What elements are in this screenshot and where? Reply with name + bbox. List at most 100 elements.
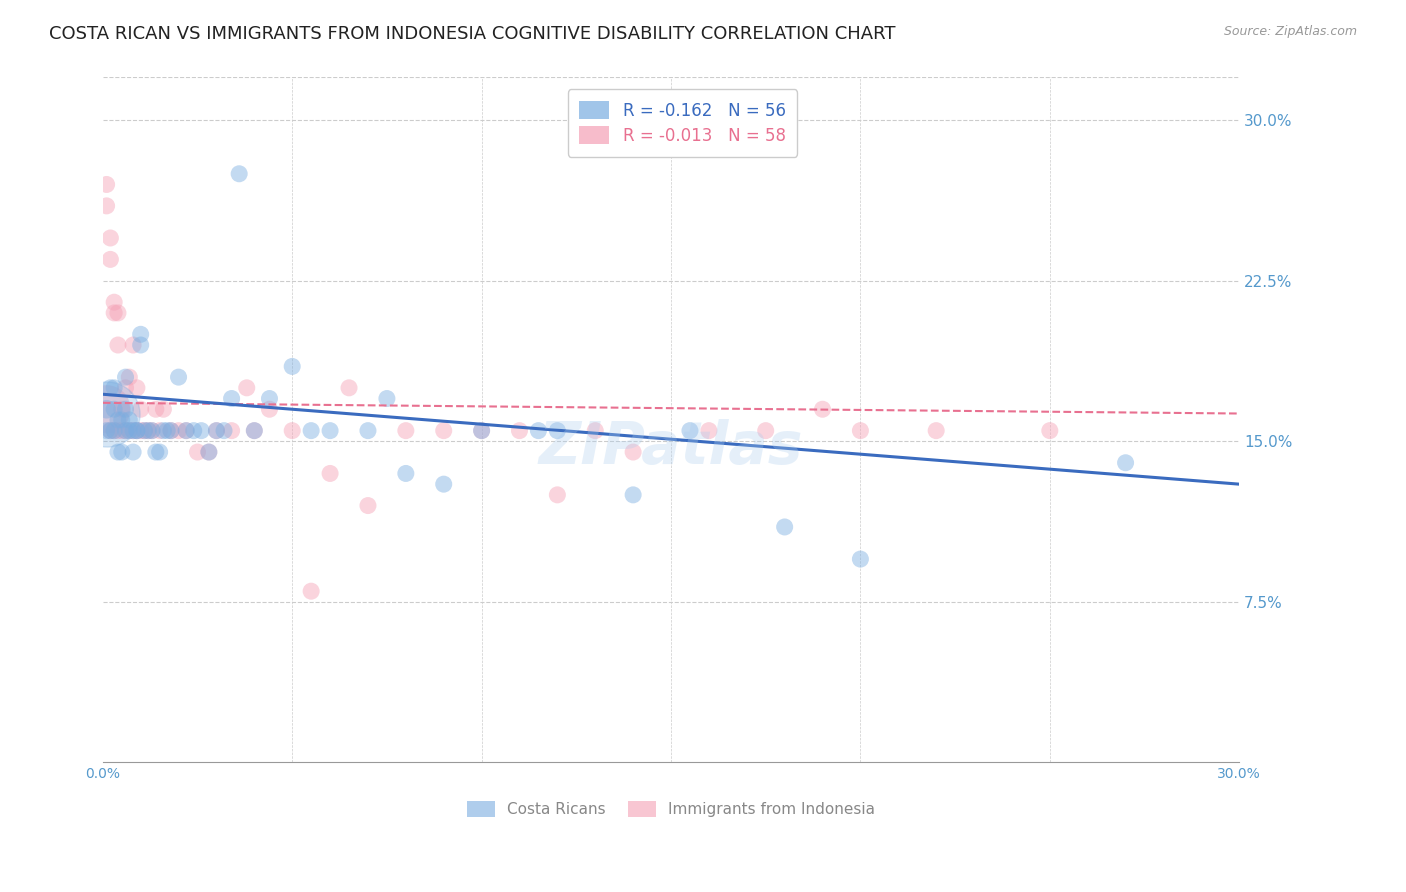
Point [395,424,418,438]
Point [103,424,125,438]
Point [811,402,834,417]
Point [129,424,152,438]
Text: COSTA RICAN VS IMMIGRANTS FROM INDONESIA COGNITIVE DISABILITY CORRELATION CHART: COSTA RICAN VS IMMIGRANTS FROM INDONESIA… [49,25,896,43]
Point [755,424,778,438]
Point [118,424,141,438]
Point [114,381,136,395]
Point [96,199,118,213]
Point [114,370,136,384]
Point [129,402,152,417]
Point [174,424,197,438]
Point [243,424,266,438]
Point [125,424,148,438]
Point [259,392,281,406]
Point [103,381,125,395]
Point [198,445,221,459]
Point [100,424,122,438]
Point [221,424,243,438]
Point [96,424,118,438]
Point [114,424,136,438]
Text: ZIPatlas: ZIPatlas [538,419,803,475]
Point [697,424,720,438]
Point [583,424,606,438]
Point [149,445,172,459]
Point [319,467,342,481]
Point [212,424,235,438]
Legend: Costa Ricans, Immigrants from Indonesia: Costa Ricans, Immigrants from Indonesia [461,795,882,823]
Point [118,413,141,427]
Point [125,424,148,438]
Text: Source: ZipAtlas.com: Source: ZipAtlas.com [1223,25,1357,38]
Point [433,477,456,491]
Point [141,424,163,438]
Point [111,413,134,427]
Point [122,424,145,438]
Point [299,424,322,438]
Point [96,402,118,417]
Point [319,424,342,438]
Point [107,445,129,459]
Point [134,424,156,438]
Point [925,424,948,438]
Point [1115,456,1137,470]
Point [299,584,322,599]
Point [156,424,179,438]
Point [111,402,134,417]
Point [395,467,418,481]
Point [122,445,145,459]
Point [235,381,257,395]
Point [100,252,122,267]
Point [122,338,145,352]
Point [118,370,141,384]
Point [183,424,205,438]
Point [134,424,156,438]
Point [103,402,125,417]
Point [1039,424,1062,438]
Point [205,424,228,438]
Point [221,392,243,406]
Point [96,407,118,421]
Point [190,424,212,438]
Point [243,424,266,438]
Point [205,424,228,438]
Point [546,424,568,438]
Point [107,424,129,438]
Point [152,402,174,417]
Point [621,488,644,502]
Point [167,370,190,384]
Point [527,424,550,438]
Point [125,424,148,438]
Point [546,488,568,502]
Point [375,392,398,406]
Point [508,424,530,438]
Point [118,424,141,438]
Point [198,445,221,459]
Point [471,424,494,438]
Point [471,424,494,438]
Point [141,424,163,438]
Point [96,178,118,192]
Point [357,424,380,438]
Point [96,402,118,417]
Point [107,306,129,320]
Point [152,424,174,438]
Point [114,402,136,417]
Point [281,424,304,438]
Point [114,424,136,438]
Point [259,402,281,417]
Point [125,381,148,395]
Point [122,424,145,438]
Point [160,424,183,438]
Point [228,167,250,181]
Point [100,424,122,438]
Point [103,424,125,438]
Point [149,424,172,438]
Point [145,402,167,417]
Point [129,338,152,352]
Point [136,424,159,438]
Point [433,424,456,438]
Point [136,424,159,438]
Point [103,306,125,320]
Point [773,520,796,534]
Point [337,381,360,395]
